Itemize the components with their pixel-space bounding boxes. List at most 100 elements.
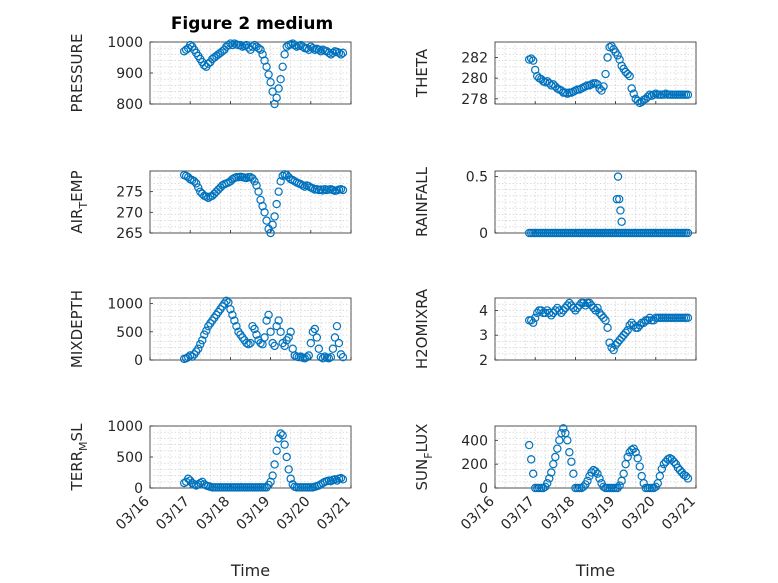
sun_flux-point: [595, 474, 604, 483]
theta-point: [683, 90, 693, 99]
mixdepth-point: [326, 352, 336, 362]
air_temp-point: [254, 187, 263, 196]
sun_flux-point: [599, 482, 608, 492]
terr_msl-point: [272, 446, 281, 455]
mixdepth-point: [260, 333, 269, 342]
sun_flux-point: [583, 476, 592, 486]
theta-point: [603, 53, 612, 62]
mixdepth-point: [328, 344, 338, 353]
mixdepth-point: [266, 327, 275, 337]
sun_flux-point: [567, 457, 576, 466]
terr_msl-point: [268, 471, 277, 480]
sun_flux-point: [524, 440, 534, 450]
terr_msl-point: [280, 440, 289, 449]
terr_msl-point: [284, 465, 293, 474]
pressure-point: [336, 50, 346, 59]
h2omixra-point: [557, 308, 566, 318]
air_temp-point: [250, 177, 259, 186]
subplot-sun_flux: 0 200 400 03/16 03/17 03/18 03/19 03/20 03/21 Tim…: [413, 424, 699, 580]
h2omixra-point: [589, 303, 598, 313]
h2omixra-point: [623, 326, 632, 335]
pressure-point: [274, 84, 283, 93]
air_temp-ytick-label: 270: [116, 205, 143, 221]
h2omixra-point: [547, 311, 556, 320]
terr_msl-point: [190, 480, 199, 489]
mixdepth-point: [314, 344, 324, 353]
h2omixra-point: [627, 318, 636, 327]
air_temp-point: [204, 193, 213, 203]
sun_flux-point: [623, 452, 632, 462]
theta-point: [599, 82, 608, 91]
h2omixra-point: [603, 323, 612, 332]
subplot-pressure: 800 900 1000 PRESSURE: [68, 34, 352, 113]
sun_flux-point: [593, 469, 602, 478]
mixdepth-point: [226, 305, 235, 314]
sun_flux-ytick-label: 400: [461, 433, 488, 449]
terr_msl-xtick-label: 03/17: [153, 494, 193, 534]
theta-point: [528, 56, 538, 65]
terr_msl-ytick-label: 0: [134, 481, 143, 497]
rainfall-ytick-label: 0: [479, 226, 488, 242]
mixdepth-point: [306, 338, 315, 348]
h2omixra-point: [633, 323, 642, 332]
sun_flux-point: [613, 483, 622, 493]
mixdepth-point: [194, 344, 203, 353]
sun_flux-point: [683, 474, 693, 483]
sun_flux-point: [569, 469, 578, 478]
subplot-air_temp: 265 270 275 AIRTEMP: [68, 170, 352, 242]
terr_msl-point: [278, 431, 287, 440]
air_temp-point: [276, 177, 285, 186]
rainfall-point: [613, 172, 623, 181]
air_temp-point: [274, 187, 283, 196]
mixdepth-point: [334, 338, 344, 348]
theta-point: [629, 89, 638, 98]
subplot-theta: 278 280 282 THETA: [413, 41, 697, 108]
theta-point: [613, 51, 622, 60]
terr_msl-xtick-label: 03/18: [193, 494, 233, 534]
terr_msl-xlabel: Time: [230, 561, 270, 580]
pressure-point: [324, 48, 334, 58]
mixdepth-point: [302, 352, 311, 362]
air_temp-point: [268, 220, 277, 229]
air_temp-point: [278, 171, 287, 181]
pressure-point: [254, 44, 263, 53]
h2omixra-point: [615, 335, 624, 345]
sun_flux-point: [633, 453, 642, 463]
theta-point: [623, 69, 632, 79]
terr_msl-xtick-label: 03/21: [314, 494, 354, 534]
axes-layer: 800 900 1000 PRESSURE 278 280 282 THETA 265 270 27…: [68, 34, 699, 580]
mixdepth-point: [330, 333, 340, 342]
sun_flux-ytick-label: 0: [479, 481, 488, 497]
pressure-point: [262, 62, 271, 72]
mixdepth-point: [202, 326, 211, 335]
terr_msl-point: [330, 475, 340, 484]
mixdepth-point: [276, 327, 285, 337]
pressure-point: [280, 50, 289, 59]
mixdepth-point: [318, 354, 328, 363]
air_temp-ytick-label: 275: [116, 185, 143, 201]
sun_flux-point: [543, 479, 552, 488]
h2omixra-point: [573, 303, 582, 313]
air_temp-point: [300, 182, 309, 191]
mixdepth-point: [284, 333, 293, 342]
air_temp-ylabel: AIRTEMP: [68, 170, 90, 233]
subplot-h2omixra: 2 3 4 H2OMIXRA: [413, 288, 697, 369]
terr_msl-point: [336, 473, 346, 483]
air_temp-point: [272, 199, 281, 209]
sun_flux-point: [619, 469, 628, 478]
pressure-point: [224, 40, 233, 50]
pressure-point: [256, 45, 265, 54]
pressure-ytick-label: 800: [116, 97, 143, 113]
pressure-point: [302, 44, 311, 53]
h2omixra-point: [619, 331, 628, 340]
subplot-mixdepth: 0 500 1000 MIXDEPTH: [68, 290, 352, 369]
h2omixra-point: [601, 316, 610, 325]
sun_flux-point: [526, 455, 536, 464]
mixdepth-point: [230, 316, 239, 325]
air_temp-point: [308, 184, 318, 193]
sun_flux-point: [551, 452, 560, 462]
subplot-terr_msl: 0 500 1000 03/16 03/17 03/18 03/19 03/20 03/21 Ti…: [68, 419, 354, 580]
pressure-point: [314, 45, 324, 54]
mixdepth-point: [312, 333, 322, 342]
pressure-ytick-label: 900: [116, 66, 143, 82]
